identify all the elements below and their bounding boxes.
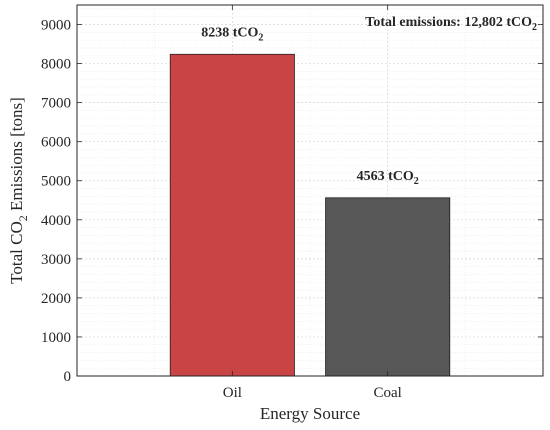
bar-coal xyxy=(325,197,451,377)
data-label-subscript: 2 xyxy=(258,32,263,43)
annotation-main: Total emissions: 12,802 tCO xyxy=(365,15,532,30)
y-axis-label-post: Emissions [tons] xyxy=(7,97,26,215)
plot-frame xyxy=(76,4,544,377)
y-tick-label: 7000 xyxy=(41,96,71,112)
data-label-subscript: 2 xyxy=(414,176,419,187)
y-tick-label: 6000 xyxy=(41,135,71,151)
data-label-coal: 4563 tCO2 xyxy=(357,169,419,187)
y-tick-label: 8000 xyxy=(41,57,71,73)
y-axis-label: Total CO2 Emissions [tons] xyxy=(7,97,30,284)
y-axis-label-subscript: 2 xyxy=(16,215,30,221)
data-label-main: 8238 tCO xyxy=(201,25,258,40)
data-label-main: 4563 tCO xyxy=(357,169,414,184)
y-tick-label: 5000 xyxy=(41,174,71,190)
annotation-subscript: 2 xyxy=(532,22,537,33)
y-tick-label: 0 xyxy=(64,369,72,385)
x-tick-label: Coal xyxy=(373,385,401,401)
y-tick-label: 4000 xyxy=(41,213,71,229)
axis-ticks: 0 1000 2000 3000 4000 5000 6000 7000 8000 9000 Oil… xyxy=(41,5,543,401)
y-tick-label: 1000 xyxy=(41,330,71,346)
bar-oil xyxy=(169,53,295,377)
data-label-oil: 8238 tCO2 xyxy=(201,25,263,43)
bars xyxy=(169,53,451,377)
y-tick-label: 3000 xyxy=(41,252,71,268)
x-tick-label: Oil xyxy=(223,385,242,401)
y-tick-label: 2000 xyxy=(41,291,71,307)
y-tick-label: 9000 xyxy=(41,18,71,34)
x-axis-label: Energy Source xyxy=(260,404,360,423)
minor-grid xyxy=(77,5,543,376)
y-axis-label-pre: Total CO xyxy=(7,221,26,284)
total-emissions-annotation: Total emissions: 12,802 tCO2 xyxy=(365,15,537,33)
